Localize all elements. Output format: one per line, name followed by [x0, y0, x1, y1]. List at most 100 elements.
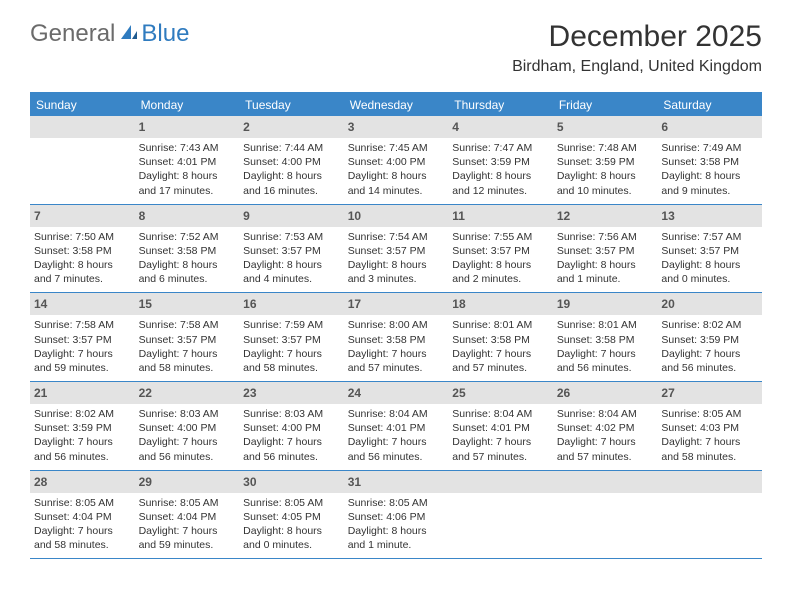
sunset-text: Sunset: 3:58 PM	[34, 244, 131, 258]
daynum-row: 18	[448, 293, 553, 315]
day-header: Saturday	[657, 94, 762, 116]
daynum-row	[448, 471, 553, 493]
daynum-row: 31	[344, 471, 449, 493]
sunrise-text: Sunrise: 8:05 AM	[139, 496, 236, 510]
day-cell: 21Sunrise: 8:02 AMSunset: 3:59 PMDayligh…	[30, 382, 135, 470]
day-cell: 29Sunrise: 8:05 AMSunset: 4:04 PMDayligh…	[135, 471, 240, 559]
daynum-row	[553, 471, 658, 493]
sunset-text: Sunset: 4:00 PM	[139, 421, 236, 435]
sunset-text: Sunset: 3:58 PM	[139, 244, 236, 258]
daylight-text: Daylight: 8 hours and 0 minutes.	[243, 524, 340, 552]
daylight-text: Daylight: 7 hours and 57 minutes.	[452, 347, 549, 375]
sunrise-text: Sunrise: 7:56 AM	[557, 230, 654, 244]
day-cell: 10Sunrise: 7:54 AMSunset: 3:57 PMDayligh…	[344, 205, 449, 293]
day-number: 10	[348, 209, 361, 223]
sunset-text: Sunset: 4:03 PM	[661, 421, 758, 435]
sunrise-text: Sunrise: 7:48 AM	[557, 141, 654, 155]
day-header-row: SundayMondayTuesdayWednesdayThursdayFrid…	[30, 94, 762, 116]
sunrise-text: Sunrise: 7:45 AM	[348, 141, 445, 155]
day-number: 21	[34, 386, 47, 400]
day-number: 5	[557, 120, 564, 134]
daynum-row: 11	[448, 205, 553, 227]
daynum-row: 13	[657, 205, 762, 227]
daylight-text: Daylight: 8 hours and 6 minutes.	[139, 258, 236, 286]
sunrise-text: Sunrise: 8:03 AM	[243, 407, 340, 421]
day-header: Tuesday	[239, 94, 344, 116]
sunrise-text: Sunrise: 7:54 AM	[348, 230, 445, 244]
day-cell: 28Sunrise: 8:05 AMSunset: 4:04 PMDayligh…	[30, 471, 135, 559]
daylight-text: Daylight: 7 hours and 58 minutes.	[139, 347, 236, 375]
day-number: 20	[661, 297, 674, 311]
day-cell: 19Sunrise: 8:01 AMSunset: 3:58 PMDayligh…	[553, 293, 658, 381]
daynum-row: 9	[239, 205, 344, 227]
logo-sail-icon	[119, 23, 139, 46]
daylight-text: Daylight: 8 hours and 14 minutes.	[348, 169, 445, 197]
daynum-row: 10	[344, 205, 449, 227]
daylight-text: Daylight: 7 hours and 56 minutes.	[661, 347, 758, 375]
daynum-row: 3	[344, 116, 449, 138]
sunset-text: Sunset: 3:59 PM	[557, 155, 654, 169]
day-cell: 18Sunrise: 8:01 AMSunset: 3:58 PMDayligh…	[448, 293, 553, 381]
logo-text-general: General	[30, 20, 115, 48]
day-cell: 16Sunrise: 7:59 AMSunset: 3:57 PMDayligh…	[239, 293, 344, 381]
sunrise-text: Sunrise: 8:00 AM	[348, 318, 445, 332]
sunrise-text: Sunrise: 7:53 AM	[243, 230, 340, 244]
sunrise-text: Sunrise: 7:59 AM	[243, 318, 340, 332]
day-number: 18	[452, 297, 465, 311]
day-cell	[657, 471, 762, 559]
day-number: 7	[34, 209, 41, 223]
sunrise-text: Sunrise: 8:01 AM	[557, 318, 654, 332]
day-number: 26	[557, 386, 570, 400]
daylight-text: Daylight: 7 hours and 59 minutes.	[139, 524, 236, 552]
daylight-text: Daylight: 7 hours and 56 minutes.	[139, 435, 236, 463]
day-cell: 14Sunrise: 7:58 AMSunset: 3:57 PMDayligh…	[30, 293, 135, 381]
day-number: 23	[243, 386, 256, 400]
day-cell	[448, 471, 553, 559]
sunset-text: Sunset: 3:59 PM	[452, 155, 549, 169]
day-number: 16	[243, 297, 256, 311]
daylight-text: Daylight: 7 hours and 56 minutes.	[557, 347, 654, 375]
sunset-text: Sunset: 4:05 PM	[243, 510, 340, 524]
sunset-text: Sunset: 3:57 PM	[243, 244, 340, 258]
daynum-row: 27	[657, 382, 762, 404]
sunrise-text: Sunrise: 8:04 AM	[348, 407, 445, 421]
daynum-row: 15	[135, 293, 240, 315]
daylight-text: Daylight: 8 hours and 10 minutes.	[557, 169, 654, 197]
sunrise-text: Sunrise: 8:03 AM	[139, 407, 236, 421]
daynum-row: 22	[135, 382, 240, 404]
day-number: 22	[139, 386, 152, 400]
sunset-text: Sunset: 3:58 PM	[452, 333, 549, 347]
day-cell: 9 Sunrise: 7:53 AMSunset: 3:57 PMDaylight…	[239, 205, 344, 293]
daynum-row: 29	[135, 471, 240, 493]
day-cell: 6Sunrise: 7:49 AMSunset: 3:58 PMDaylight…	[657, 116, 762, 204]
daynum-row: 16	[239, 293, 344, 315]
week-row: 1Sunrise: 7:43 AMSunset: 4:01 PMDaylight…	[30, 116, 762, 205]
sunset-text: Sunset: 3:57 PM	[452, 244, 549, 258]
sunset-text: Sunset: 4:02 PM	[557, 421, 654, 435]
daylight-text: Daylight: 8 hours and 9 minutes.	[661, 169, 758, 197]
sunrise-text: Sunrise: 7:47 AM	[452, 141, 549, 155]
daylight-text: Daylight: 7 hours and 57 minutes.	[557, 435, 654, 463]
daylight-text: Daylight: 8 hours and 4 minutes.	[243, 258, 340, 286]
day-cell: 20Sunrise: 8:02 AMSunset: 3:59 PMDayligh…	[657, 293, 762, 381]
day-number: 27	[661, 386, 674, 400]
daynum-row: 2	[239, 116, 344, 138]
logo-text-blue: Blue	[141, 20, 189, 48]
sunrise-text: Sunrise: 8:05 AM	[243, 496, 340, 510]
header: General Blue December 2025 Birdham, Engl…	[0, 0, 792, 84]
sunset-text: Sunset: 3:59 PM	[661, 333, 758, 347]
day-number: 29	[139, 475, 152, 489]
day-cell: 13Sunrise: 7:57 AMSunset: 3:57 PMDayligh…	[657, 205, 762, 293]
day-cell: 3Sunrise: 7:45 AMSunset: 4:00 PMDaylight…	[344, 116, 449, 204]
day-header: Friday	[553, 94, 658, 116]
sunrise-text: Sunrise: 8:05 AM	[348, 496, 445, 510]
day-header: Thursday	[448, 94, 553, 116]
logo: General Blue	[30, 20, 189, 48]
daynum-row: 14	[30, 293, 135, 315]
daylight-text: Daylight: 7 hours and 59 minutes.	[34, 347, 131, 375]
sunset-text: Sunset: 3:57 PM	[557, 244, 654, 258]
day-number: 17	[348, 297, 361, 311]
daylight-text: Daylight: 7 hours and 56 minutes.	[34, 435, 131, 463]
day-cell: 1Sunrise: 7:43 AMSunset: 4:01 PMDaylight…	[135, 116, 240, 204]
sunset-text: Sunset: 4:01 PM	[139, 155, 236, 169]
